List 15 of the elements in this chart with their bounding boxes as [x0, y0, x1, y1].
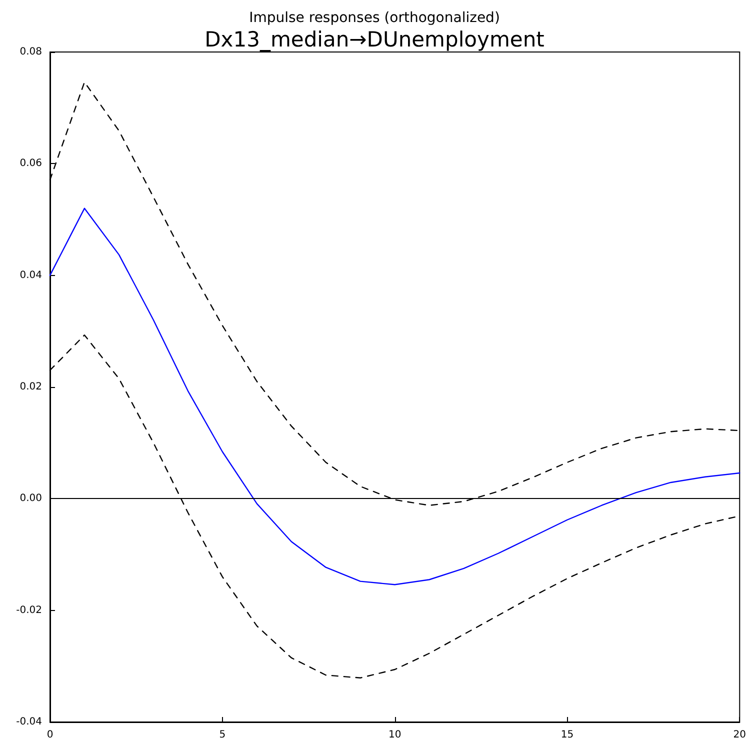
x-tick-label: 15: [560, 730, 574, 740]
y-tick-label: 0.00: [20, 493, 42, 504]
y-tick-label: 0.06: [20, 158, 42, 170]
y-tick-label: 0.04: [20, 270, 42, 281]
x-tick-label: 20: [733, 730, 746, 740]
y-tick-label: -0.02: [16, 604, 42, 616]
chart-title: Impulse responses (orthogonalized): [249, 10, 500, 26]
chart-subtitle: Dx13_median→DUnemployment: [204, 28, 544, 52]
y-tick-label: 0.08: [20, 46, 42, 58]
y-tick-label: -0.04: [16, 716, 42, 728]
line-series: [49, 208, 740, 586]
x-tick-label: 0: [46, 730, 54, 740]
x-tick-label: 5: [219, 730, 226, 740]
x-tick-label: 10: [388, 730, 402, 740]
y-tick-label: 0.02: [20, 382, 42, 392]
